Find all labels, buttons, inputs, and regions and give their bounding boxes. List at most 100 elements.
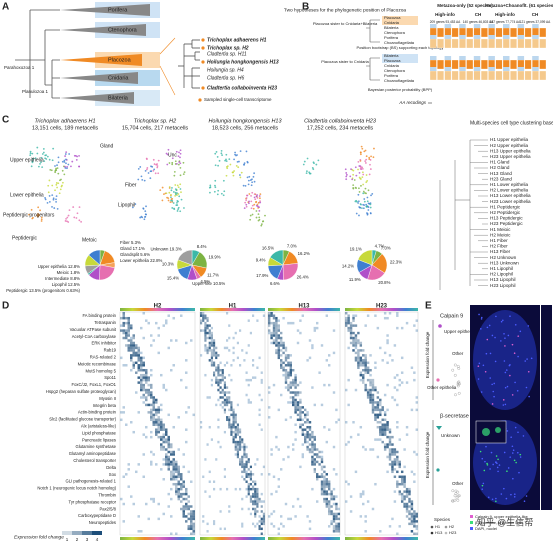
support-cell <box>459 24 466 28</box>
cell-dot <box>351 178 354 181</box>
inset <box>475 420 507 444</box>
pie-label: Glandsplit 5.6% <box>120 252 150 257</box>
heat-cell <box>175 470 178 474</box>
cell-dot <box>141 178 144 181</box>
heat-cell <box>359 371 363 374</box>
heat-cell <box>328 507 331 511</box>
heat-cell <box>243 453 246 456</box>
heat-cell <box>175 478 178 481</box>
heat-cell <box>213 339 216 342</box>
heat-cell <box>228 421 231 424</box>
heat-cell <box>410 517 414 521</box>
heat-cell <box>260 532 263 535</box>
heat-cell <box>383 393 387 397</box>
cell-dot <box>65 162 67 165</box>
heat-cell <box>165 455 168 459</box>
heat-cell <box>142 393 145 397</box>
cell-dot <box>356 200 358 203</box>
cell-dot <box>226 165 229 168</box>
nucleus <box>522 435 525 437</box>
cell-dot <box>131 206 134 209</box>
clade-name: Placozoa <box>108 57 132 63</box>
gene-label: Lipid phosphatase <box>82 430 117 435</box>
heat-cell <box>147 321 150 325</box>
heat-cell <box>306 445 309 449</box>
cell-dot <box>352 173 355 176</box>
heat-cell <box>140 383 143 387</box>
heat-cell <box>160 443 163 446</box>
heat-cell <box>374 408 377 412</box>
heat-cell <box>243 463 246 466</box>
heat-cell <box>366 396 370 399</box>
cell-dot <box>50 169 53 172</box>
nucleus <box>477 365 480 367</box>
pie-label: 4.5% <box>200 279 210 284</box>
heat-cell <box>308 421 312 424</box>
heat-cell <box>254 487 257 491</box>
heat-cell <box>391 468 394 471</box>
heat-cell <box>132 364 135 367</box>
support-cell <box>451 70 459 81</box>
cell-dot <box>370 155 372 158</box>
heat-cell <box>140 388 143 392</box>
heat-cell <box>301 418 304 422</box>
heat-cell <box>354 324 358 327</box>
heat-cell <box>239 438 242 441</box>
heat-cell <box>415 512 418 516</box>
heat-cell <box>403 475 406 479</box>
cell-dot <box>179 210 182 213</box>
heat-cell <box>388 438 392 441</box>
nucleus <box>500 493 503 495</box>
heat-cell <box>170 368 173 372</box>
heat-cell <box>232 438 235 441</box>
heat-cell <box>299 398 302 402</box>
cell-dot <box>259 200 261 203</box>
heat-cell <box>381 440 384 444</box>
heat-cell <box>272 326 276 330</box>
heat-cell <box>210 336 213 340</box>
cell-dot <box>54 189 56 192</box>
heat-cell <box>391 396 394 399</box>
heat-cell <box>252 492 255 496</box>
cell-dot <box>214 186 217 189</box>
cell-dot <box>75 159 78 161</box>
support-cell <box>488 38 496 49</box>
heat-cell <box>335 507 338 511</box>
heat-cell <box>386 455 389 459</box>
cell-dot <box>362 207 365 210</box>
tree-label: H1 Meioic <box>490 227 511 232</box>
heat-cell <box>217 418 220 422</box>
heat-cell <box>308 448 312 451</box>
cell-dot <box>364 162 367 164</box>
heat-cell <box>167 455 170 459</box>
heat-cell <box>313 458 316 461</box>
heat-cell <box>157 408 160 412</box>
heat-cell <box>400 480 404 483</box>
col-bar <box>345 537 418 540</box>
heat-cell <box>396 470 399 474</box>
heat-cell <box>145 388 148 392</box>
heat-cell <box>232 425 235 429</box>
heat-cell <box>234 435 237 439</box>
recodings-label: AA recodings <box>398 100 426 105</box>
heat-cell <box>408 492 411 496</box>
heat-cell <box>362 492 365 496</box>
heat-cell <box>120 316 123 320</box>
heat-cell <box>311 463 314 466</box>
legend-dot <box>444 531 448 535</box>
heat-cell <box>383 411 387 414</box>
heat-cell <box>155 401 158 404</box>
col-bar <box>345 308 418 311</box>
support-cell <box>510 59 517 70</box>
heat-cell <box>239 443 242 446</box>
nucleus <box>525 386 528 389</box>
heat-cell <box>145 391 148 394</box>
heat-cell <box>403 485 406 488</box>
heat-cell <box>316 453 319 456</box>
heat-cell <box>180 482 183 486</box>
heat-cell <box>335 522 338 526</box>
heat-cell <box>241 497 244 501</box>
cell-dot <box>68 153 71 155</box>
heat-cell <box>323 487 326 491</box>
heat-cell <box>332 527 336 531</box>
